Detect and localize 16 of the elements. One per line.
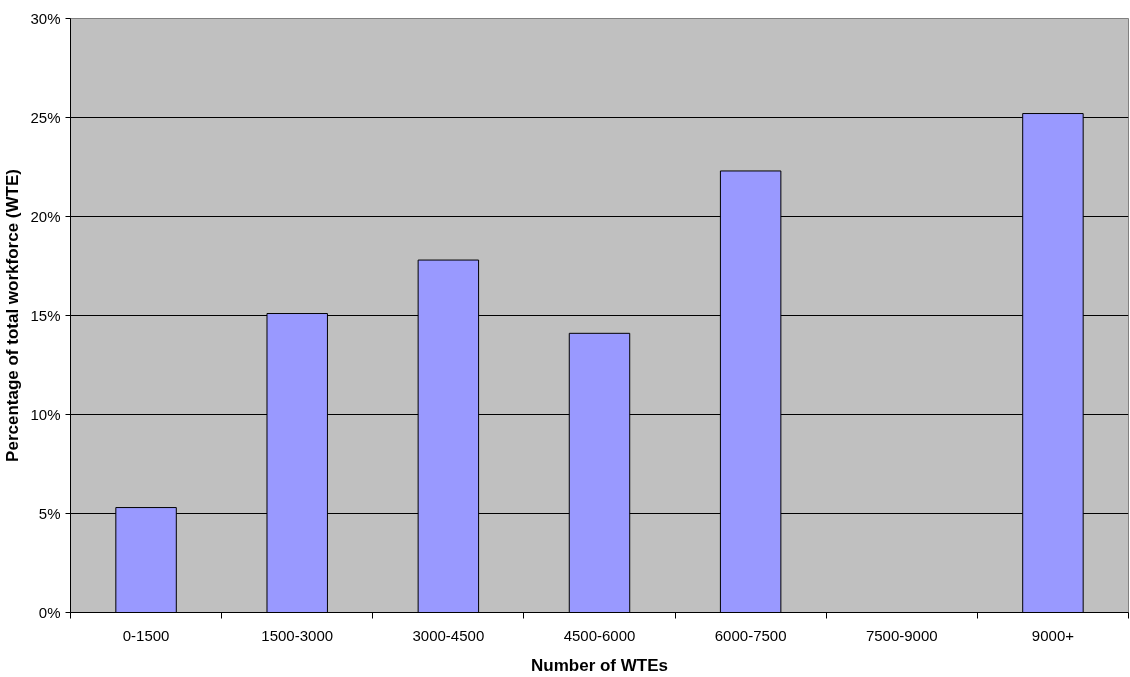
x-tick-label: 1500-3000 xyxy=(261,626,334,644)
y-tick-label: 25% xyxy=(30,109,61,126)
y-tick-label: 20% xyxy=(30,208,61,225)
x-tick-label: 4500-6000 xyxy=(563,626,636,644)
x-tick-label: 6000-7500 xyxy=(714,626,787,644)
x-tick-label: 9000+ xyxy=(1031,626,1075,644)
x-tick-label: 0-1500 xyxy=(122,626,170,644)
y-tick-label: 30% xyxy=(30,10,61,27)
y-tick-label: 5% xyxy=(38,505,61,522)
y-tick-label: 10% xyxy=(30,406,61,423)
x-axis-title: Number of WTEs xyxy=(531,655,668,675)
y-tick-label: 0% xyxy=(38,604,61,621)
y-axis-title: Percentage of total workforce (WTE) xyxy=(3,169,23,462)
x-tick-label: 3000-4500 xyxy=(412,626,485,644)
x-tick-label: 7500-9000 xyxy=(865,626,938,644)
y-tick-label: 15% xyxy=(30,307,61,324)
